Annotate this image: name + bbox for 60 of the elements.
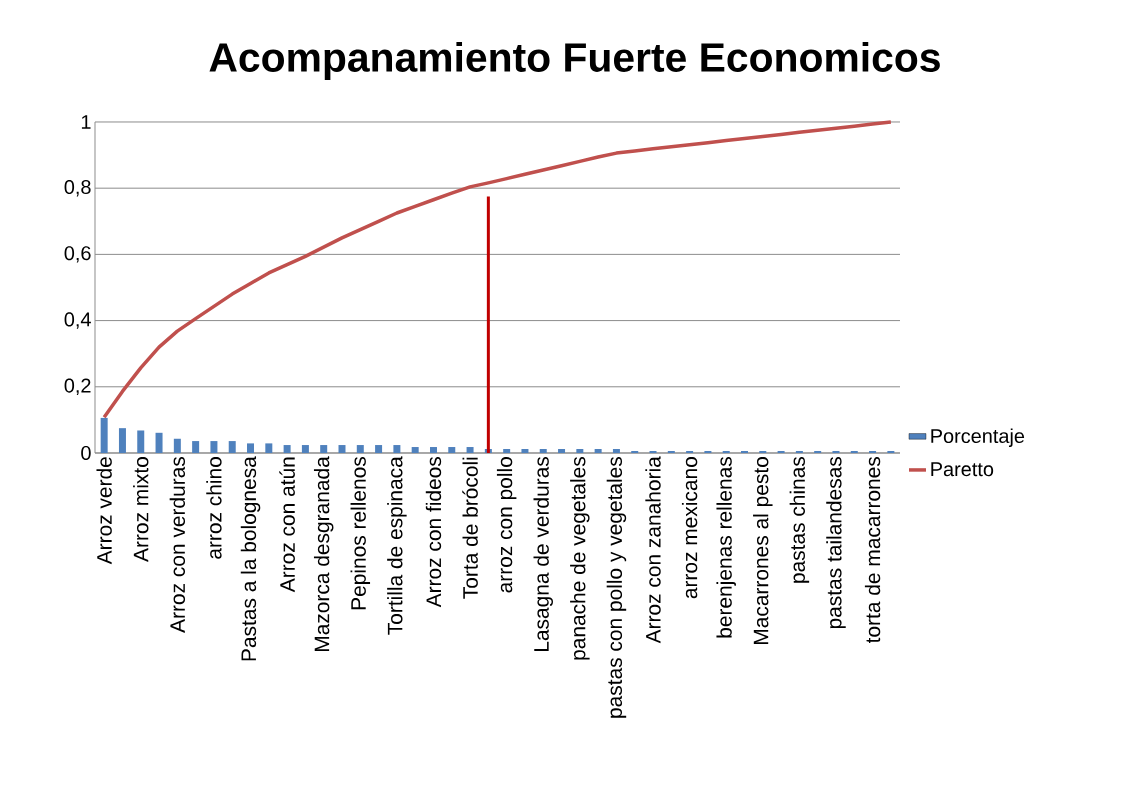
bar <box>411 447 419 453</box>
chart-title: Acompanamiento Fuerte Economicos <box>209 41 940 81</box>
bar <box>137 430 145 453</box>
bar <box>192 441 200 453</box>
bar <box>283 445 291 453</box>
x-tick-label: arroz mexicano <box>681 457 698 599</box>
x-tick-label: berenjenas rellenas <box>716 457 736 638</box>
y-tick-label: 0,8 <box>64 179 91 197</box>
x-tick-label: pastas tailandesas <box>826 456 846 629</box>
bar <box>338 445 346 453</box>
x-tick-label: torta de macarrones <box>864 456 881 644</box>
x-tick-label: Arroz verde <box>96 457 112 565</box>
x-tick-label: Macarrones al pesto <box>753 457 773 645</box>
bar <box>210 441 218 453</box>
x-tick-label: arroz chino <box>206 457 222 559</box>
y-tick-label: 0,6 <box>64 246 91 263</box>
bar <box>503 449 511 453</box>
y-tick-label: 1 <box>81 115 91 129</box>
x-tick-label: Lasagna de verduras <box>533 457 553 652</box>
bar <box>594 449 602 453</box>
x-tick-label: Arroz con zanahoria <box>645 456 661 644</box>
bar <box>486 196 490 453</box>
legend-label: Porcentaje <box>931 428 1025 448</box>
bar <box>320 445 328 453</box>
x-tick-label: Mazorca desgranada <box>313 456 334 652</box>
bar <box>356 445 364 453</box>
bar <box>228 441 236 453</box>
x-tick-label: Torta de brócoli <box>462 457 478 599</box>
bar <box>247 443 255 453</box>
y-tick-label: 0,2 <box>64 378 91 396</box>
bar <box>155 432 163 453</box>
bar <box>576 449 584 453</box>
x-tick-label: Arroz con fideos <box>425 456 442 608</box>
bar <box>612 449 620 453</box>
bar <box>429 447 437 453</box>
x-tick-label: Pastas a la bolognesa <box>240 456 261 661</box>
y-tick-label: 0 <box>81 445 91 461</box>
bar <box>393 445 401 453</box>
x-tick-label: pastas chinas <box>789 456 810 583</box>
bar <box>173 438 181 453</box>
bar <box>521 449 529 453</box>
x-tick-label: Arroz con atún <box>279 457 295 593</box>
bar <box>375 445 383 453</box>
y-tick-label: 0,4 <box>64 312 91 329</box>
bar <box>265 443 273 453</box>
x-tick-label: Arroz con verduras <box>169 456 186 633</box>
x-tick-label: Arroz mixto <box>133 457 149 562</box>
bar <box>539 449 547 453</box>
x-tick-label: Tortilla de espinaca <box>387 456 407 635</box>
legend-label: Paretto <box>931 462 994 477</box>
x-tick-label: panache de vegetales <box>570 457 590 660</box>
bar <box>100 417 108 453</box>
bar <box>448 447 456 453</box>
bar <box>118 428 126 453</box>
bar <box>301 445 309 453</box>
x-tick-label: pastas con pollo y vegetales <box>606 457 627 718</box>
bar <box>558 449 566 453</box>
x-tick-label: Pepinos rellenos <box>350 457 371 610</box>
x-tick-label: arroz con pollo <box>496 457 517 593</box>
bar <box>466 447 474 453</box>
